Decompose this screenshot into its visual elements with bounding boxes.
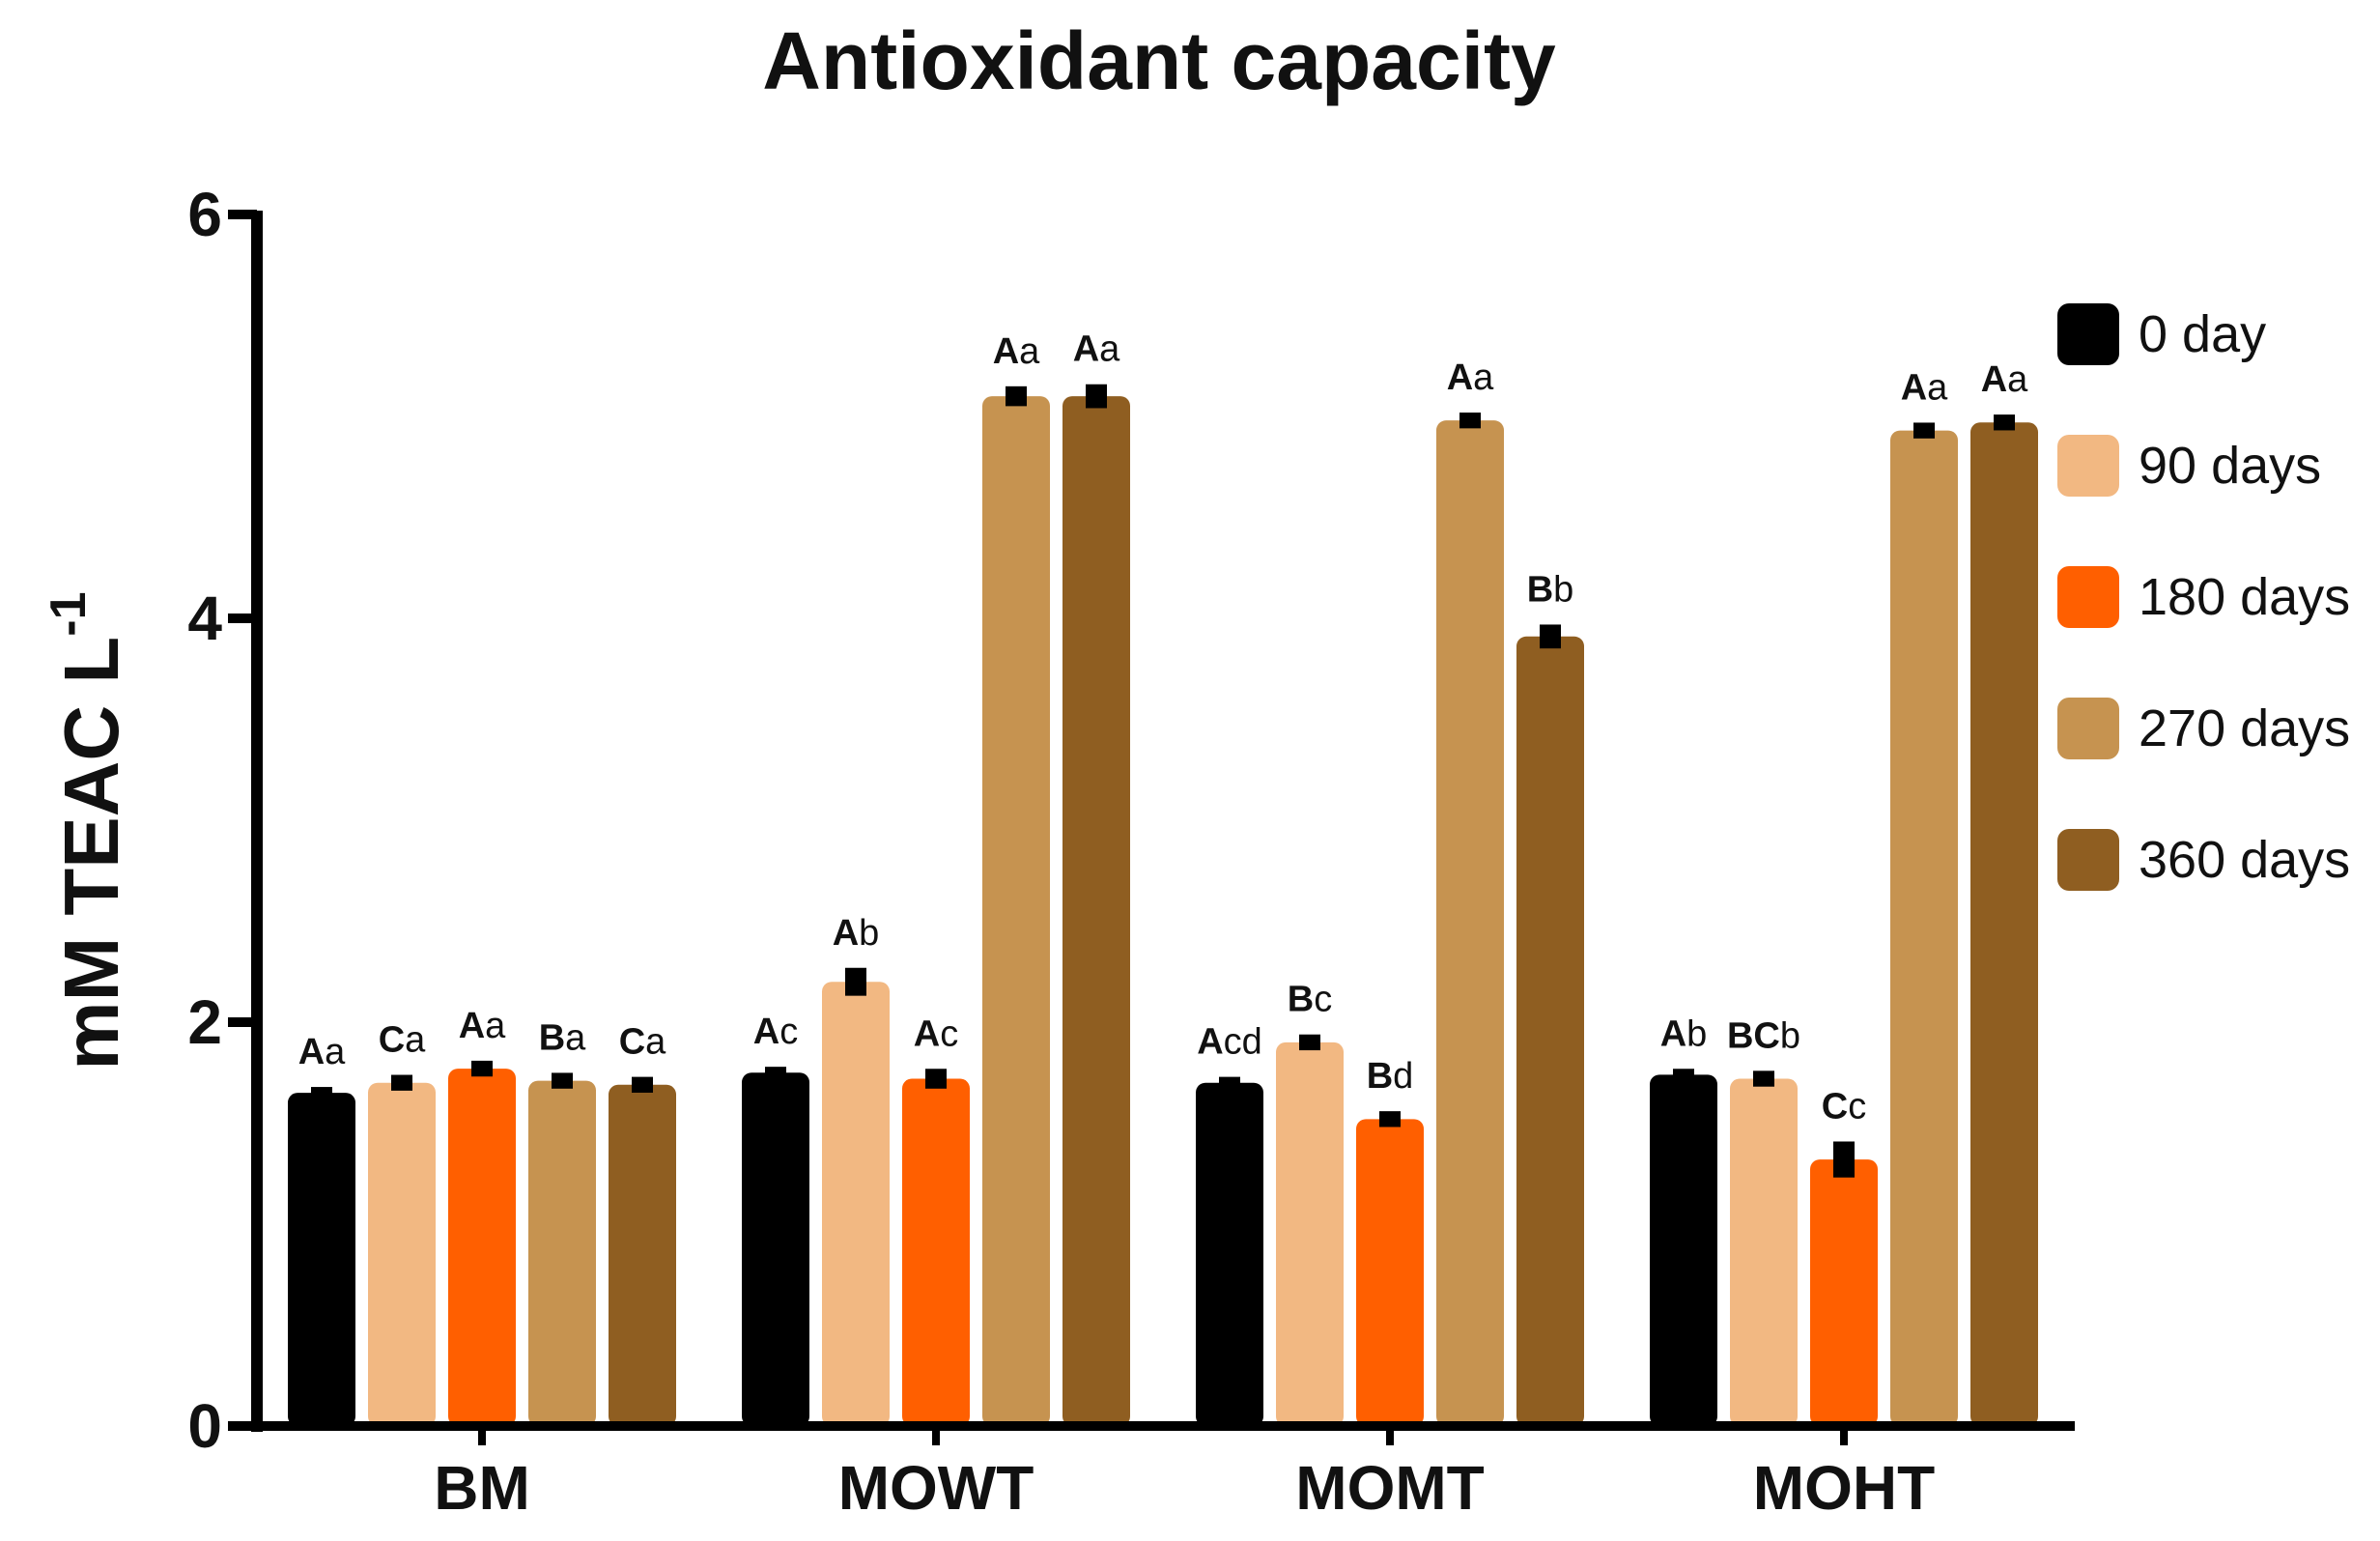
legend-label: 90 days [2139,437,2321,495]
bar-mowt-360-days [1062,396,1130,1427]
error-bar [1994,414,2015,431]
significance-label: Ab [1660,1013,1708,1054]
x-tick-label: BM [434,1453,530,1523]
significance-label: Aa [1981,359,2028,400]
significance-label: Acd [1197,1022,1262,1063]
error-bar [471,1060,493,1077]
error-bar [845,967,866,996]
bar-momt-270-days [1436,420,1504,1427]
error-bar [1833,1141,1855,1178]
significance-label: Aa [459,1006,506,1046]
significance-label: Aa [993,331,1040,372]
error-bar [1540,624,1561,649]
bar-mowt-270-days [982,396,1050,1427]
legend-label: 270 days [2139,699,2350,757]
significance-label: Cc [1822,1086,1866,1127]
error-bar [1299,1034,1320,1051]
bar-bm-270-days [528,1080,596,1426]
bar-mowt-180-days [902,1078,970,1426]
significance-label: Ca [619,1022,666,1063]
error-bar [765,1067,786,1079]
bar-moht-360-days [1970,422,2038,1426]
legend-swatch [2057,435,2119,497]
x-tick-label: MOWT [838,1453,1034,1523]
bar-bm-180-days [448,1069,516,1426]
error-bar [1086,384,1107,409]
bar-moht-0-day [1650,1074,1717,1426]
significance-label: Bc [1288,980,1332,1020]
plot-area: Aa Ac Acd Ab Ca Ab Bc BCb Aa Ac Bd Cc Ba Aa Aa Aa Ca Aa Bb… [187,180,2075,1523]
legend-swatch [2057,303,2119,365]
legend-swatch [2057,829,2119,891]
significance-label: Aa [298,1032,346,1072]
error-bar [925,1069,947,1089]
bar-momt-360-days [1516,636,1584,1426]
y-axis-label: mM TEAC L-1 [41,591,134,1070]
significance-label: Ac [914,1013,958,1054]
significance-label: Ba [539,1017,586,1058]
bar-momt-0-day [1196,1082,1263,1426]
legend-label: 360 days [2139,831,2350,889]
x-tick-label: MOMT [1295,1453,1485,1523]
significance-label: Aa [1073,329,1120,370]
error-bar [1913,422,1935,439]
legend-label: 180 days [2139,568,2350,626]
significance-label: BCb [1727,1015,1800,1056]
chart-title: Antioxidant capacity [762,15,1556,106]
legend-swatch [2057,698,2119,759]
legend: 0 day 90 days 180 days 270 days 360 days [2057,303,2350,891]
error-bar [1673,1069,1694,1081]
significance-label: Ab [833,913,880,954]
bar-bm-90-days [368,1082,436,1426]
significance-label: Aa [1447,357,1494,398]
y-axis-label-text: mM TEAC L [48,637,134,1070]
bar-momt-90-days [1276,1042,1344,1426]
significance-label: Aa [1901,367,1948,408]
error-bar [1219,1076,1240,1089]
x-tick-label: MOHT [1753,1453,1935,1523]
bar-moht-270-days [1890,430,1958,1426]
bar-bm-360-days [609,1084,676,1426]
y-axis-label-superscript: -1 [41,591,97,636]
error-bar [1379,1111,1401,1127]
legend-swatch [2057,566,2119,628]
error-bar [552,1072,573,1089]
legend-label: 0 day [2139,305,2266,363]
error-bar [1006,385,1027,407]
bar-mowt-90-days [822,982,890,1426]
bar-moht-90-days [1730,1078,1798,1426]
significance-label: Ac [753,1012,798,1052]
significance-label: Ca [379,1020,426,1061]
error-bar [1459,413,1481,429]
y-tick-label: 4 [187,584,222,653]
error-bar [632,1076,653,1093]
error-bar [1753,1070,1774,1087]
significance-label: Bd [1367,1056,1414,1097]
error-bar [311,1087,332,1099]
y-tick-label: 6 [187,180,222,249]
error-bar [391,1074,412,1091]
bar-bm-0-day [288,1093,355,1426]
significance-label: Bb [1527,569,1574,610]
bar-mowt-0-day [742,1072,809,1426]
bar-moht-180-days [1810,1159,1878,1426]
y-tick-label: 0 [187,1391,222,1461]
y-tick-label: 2 [187,987,222,1057]
bar-momt-180-days [1356,1119,1424,1426]
